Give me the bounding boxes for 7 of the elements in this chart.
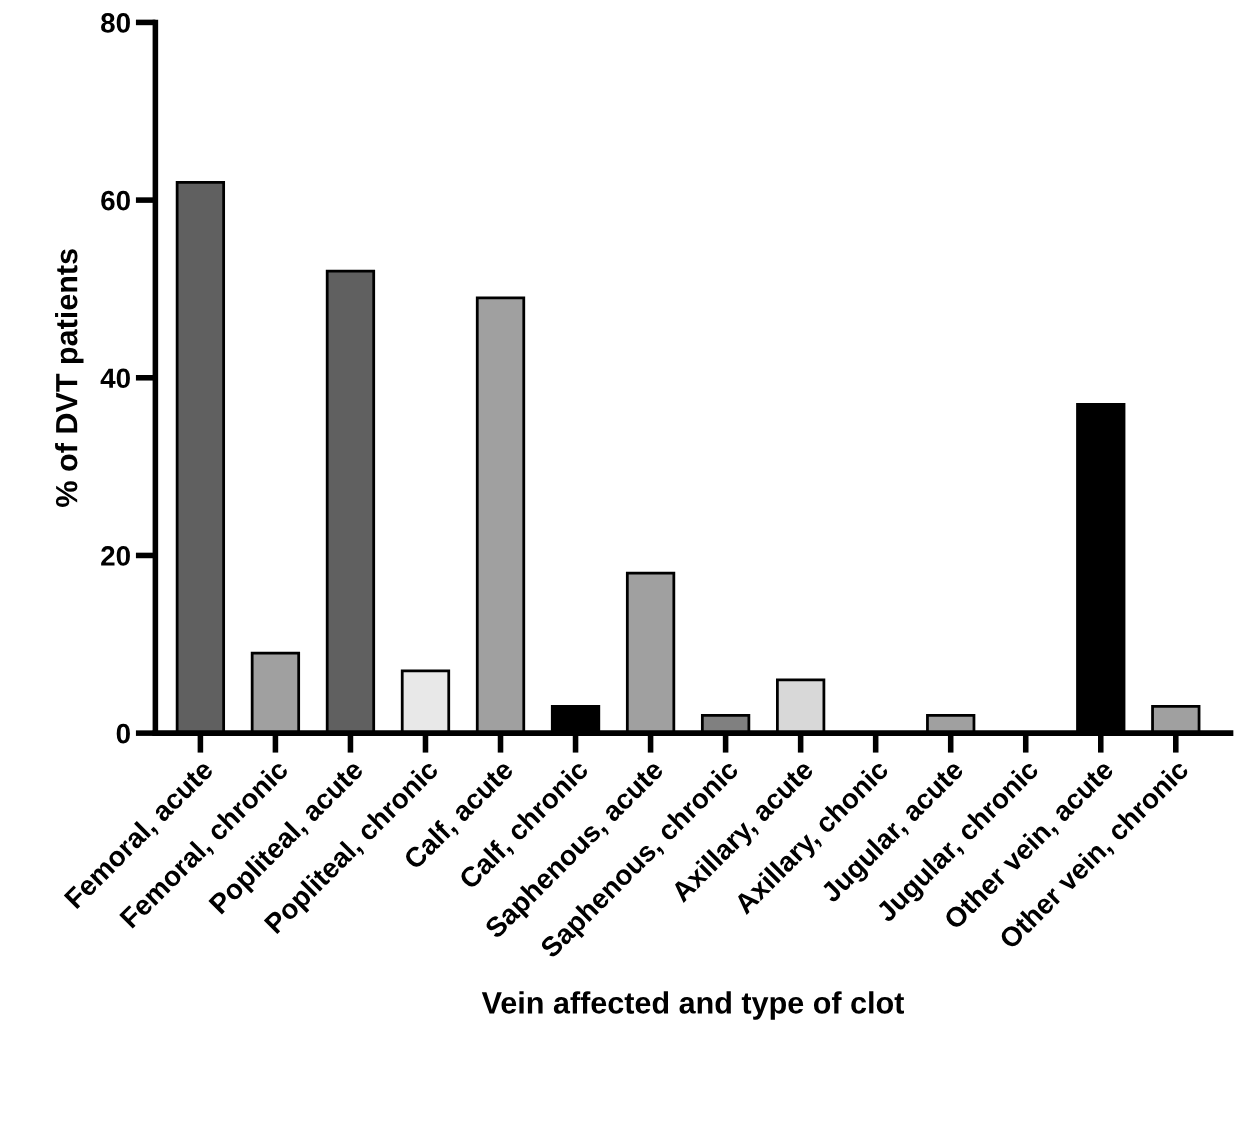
y-tick-label: 60 [101,190,130,211]
y-tick-label: 0 [116,723,130,744]
y-tick-label: 40 [100,368,130,389]
y-tick-label: 20 [101,546,130,566]
y-tick-label: 80 [101,13,130,33]
y-axis-title: % of DVT patients [55,249,84,507]
x-axis-title: Vein affected and type of clot [481,991,904,1020]
